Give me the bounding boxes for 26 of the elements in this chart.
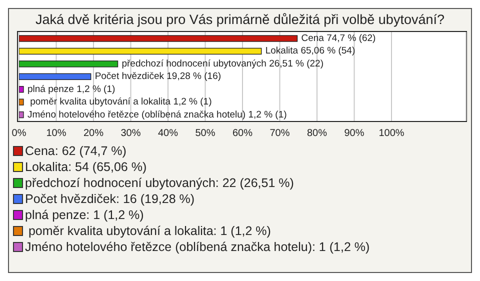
x-tick-label: 100%: [378, 128, 404, 140]
legend-label: plná penze: 1 (1,2 %): [25, 207, 144, 223]
x-tick-label: 30%: [120, 128, 141, 140]
data-label: Cena 74,7 % (62): [301, 33, 376, 44]
x-tick-label: 80%: [306, 128, 328, 140]
legend-label: Lokalita: 54 (65,06 %): [25, 159, 147, 175]
legend-label: Počet hvězdiček: 16 (19,28 %): [25, 191, 195, 207]
x-tick-label: 60%: [232, 128, 253, 140]
data-label: Jméno hotelového řetězce (oblíbená značka hotelu) 1,2 % (1): [27, 109, 287, 120]
data-label: poměr kvalita ubytování a lokalita 1,2 % (1): [27, 96, 212, 108]
data-label: Lokalita 65,06 % (54): [265, 46, 356, 57]
chart-title: Jaká dvě kritéria jsou pro Vás primárně důležitá při volbě ubytování?: [34, 11, 446, 29]
x-tick-label: 20%: [83, 128, 104, 140]
data-label: Počet hvězdiček 19,28 % (16): [94, 71, 222, 82]
data-label: předchozí hodnocení ubytovaných 26,51 % (22): [122, 58, 324, 70]
legend-label: předchozí hodnocení ubytovaných: 22 (26,51 %): [25, 175, 294, 191]
x-tick-label: 50%: [195, 128, 216, 140]
legend-label: Jméno hotelového řetězce (oblíbená značka hotelu): 1 (1,2 %): [25, 239, 370, 255]
legend-label: Cena: 62 (74,7 %): [25, 143, 126, 159]
x-tick-label: 90%: [344, 128, 364, 140]
x-tick-label: 40%: [158, 128, 178, 140]
x-tick-label: 10%: [46, 128, 66, 140]
legend-label: poměr kvalita ubytování a lokalita: 1 (1,2 %): [27, 223, 271, 239]
x-tick-label: 70%: [270, 128, 290, 140]
x-tick-label: 0%: [12, 128, 26, 140]
data-label: plná penze 1,2 % (1): [27, 84, 116, 95]
